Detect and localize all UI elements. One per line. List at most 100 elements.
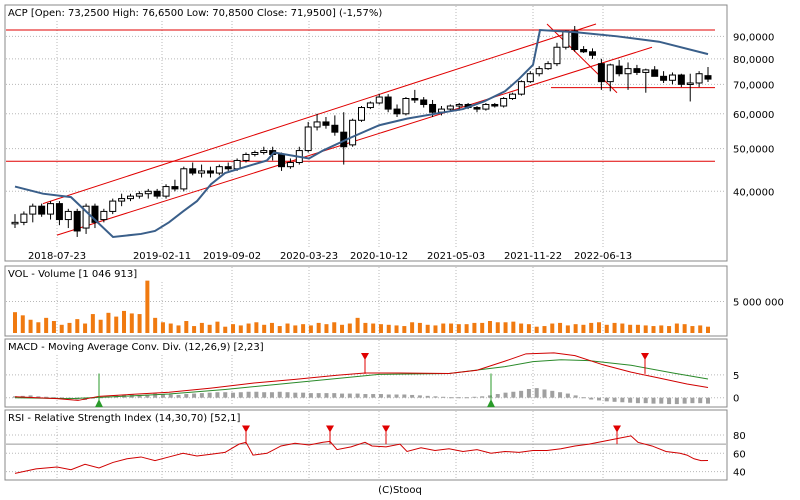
price-y-tick: 40,0000	[733, 187, 774, 198]
candle	[278, 152, 286, 171]
macd-hist-bar	[184, 394, 189, 398]
price-x-tick: 2022-06-13	[574, 251, 632, 262]
candle	[384, 94, 392, 113]
volume-bar	[363, 322, 368, 333]
volume-bar	[433, 325, 438, 333]
candle-body	[233, 159, 241, 170]
volume-bar	[153, 317, 158, 333]
volume-bar	[67, 322, 72, 333]
macd-hist-bar	[659, 397, 664, 404]
volume-bar	[449, 323, 454, 333]
volume-bar	[316, 322, 321, 333]
candle	[198, 164, 206, 178]
candle	[695, 71, 703, 88]
candle-body	[500, 98, 508, 107]
candle-body	[198, 170, 206, 174]
volume-bar	[122, 310, 127, 333]
volume-bar	[83, 323, 88, 333]
volume-bar	[184, 321, 189, 333]
candle	[20, 211, 28, 226]
candle-body	[304, 126, 312, 152]
candle	[375, 94, 383, 105]
rsi-y-tick: 40	[733, 468, 746, 479]
macd-hist-bar	[526, 389, 531, 398]
volume-panel	[4, 265, 728, 337]
candle-body	[278, 153, 286, 168]
volume-bar	[565, 325, 570, 333]
volume-bar	[635, 324, 640, 333]
macd-hist-bar	[651, 397, 656, 404]
candle	[260, 146, 268, 155]
candle-body	[686, 82, 694, 85]
moving-average	[14, 28, 709, 238]
macd-hist-bar	[386, 394, 391, 398]
volume-bar	[215, 321, 220, 333]
candle	[358, 105, 365, 122]
macd-title: MACD - Moving Average Conv. Div. (12,26,…	[8, 342, 264, 353]
price-y-ticks: 90,0000 80,0000 70,0000 60,0000 50,0000 40,00…	[733, 32, 774, 198]
candle-body	[135, 193, 143, 197]
macd-hist-bar	[231, 392, 236, 398]
candle	[171, 179, 179, 192]
candle-body	[580, 48, 588, 53]
volume-bar	[526, 324, 531, 333]
volume-bar	[340, 324, 345, 333]
candle-body	[544, 63, 552, 70]
candle	[109, 198, 117, 215]
candle	[651, 66, 659, 77]
volume-bar	[503, 322, 508, 333]
rsi-sell-marker	[326, 425, 334, 433]
candle	[349, 118, 357, 147]
candle	[624, 62, 632, 90]
price-x-tick: 2019-02-11	[133, 251, 191, 262]
candle-body	[509, 93, 517, 100]
volume-bar	[480, 322, 485, 333]
candle-body	[660, 75, 668, 81]
rsi-sell-marker	[382, 425, 390, 433]
macd-hist-bar	[316, 393, 321, 398]
macd-hist-bar	[472, 396, 477, 398]
volume-title: VOL - Volume [1 046 913]	[8, 269, 137, 280]
price-x-tick: 2018-07-23	[28, 251, 86, 262]
volume-bar	[231, 324, 236, 333]
macd-hist-bar	[410, 394, 415, 398]
macd-hist-bar	[682, 397, 687, 404]
volume-bar	[199, 322, 204, 333]
macd-hist-bar	[36, 396, 41, 398]
candle-body	[704, 75, 712, 80]
candle-body	[366, 102, 374, 109]
candle	[704, 66, 712, 83]
candle-body	[29, 205, 37, 215]
candle	[29, 203, 37, 223]
candle-body	[562, 30, 570, 48]
rsi-y-ticks: 80 60 40	[733, 431, 746, 479]
volume-bar	[511, 321, 516, 333]
macd-hist-bar	[90, 397, 95, 399]
volume-bar	[347, 323, 352, 333]
macd-hist-bar	[433, 396, 438, 398]
macd-hist-bar	[449, 397, 454, 399]
candle	[642, 68, 650, 93]
candle-body	[11, 221, 19, 225]
macd-hist-bar	[269, 392, 274, 398]
price-y-tick: 70,0000	[733, 80, 774, 91]
volume-bar	[386, 324, 391, 333]
candle	[482, 102, 490, 111]
macd-hist-bar	[487, 395, 492, 398]
candle	[82, 203, 90, 234]
volume-bar	[308, 325, 313, 333]
volume-bar	[145, 280, 150, 333]
macd-hist-bar	[464, 397, 469, 399]
candle	[473, 105, 481, 113]
macd-hist-bar	[28, 395, 33, 398]
macd-hist-bar	[589, 397, 594, 400]
volume-bar	[75, 319, 80, 333]
macd-hist-bar	[635, 397, 640, 404]
macd-panel	[4, 338, 728, 408]
price-panel	[4, 4, 728, 262]
macd-hist-bar	[690, 397, 695, 404]
candle-body	[526, 73, 534, 83]
candle	[135, 191, 143, 199]
volume-bar	[238, 325, 243, 333]
candles	[11, 25, 712, 237]
